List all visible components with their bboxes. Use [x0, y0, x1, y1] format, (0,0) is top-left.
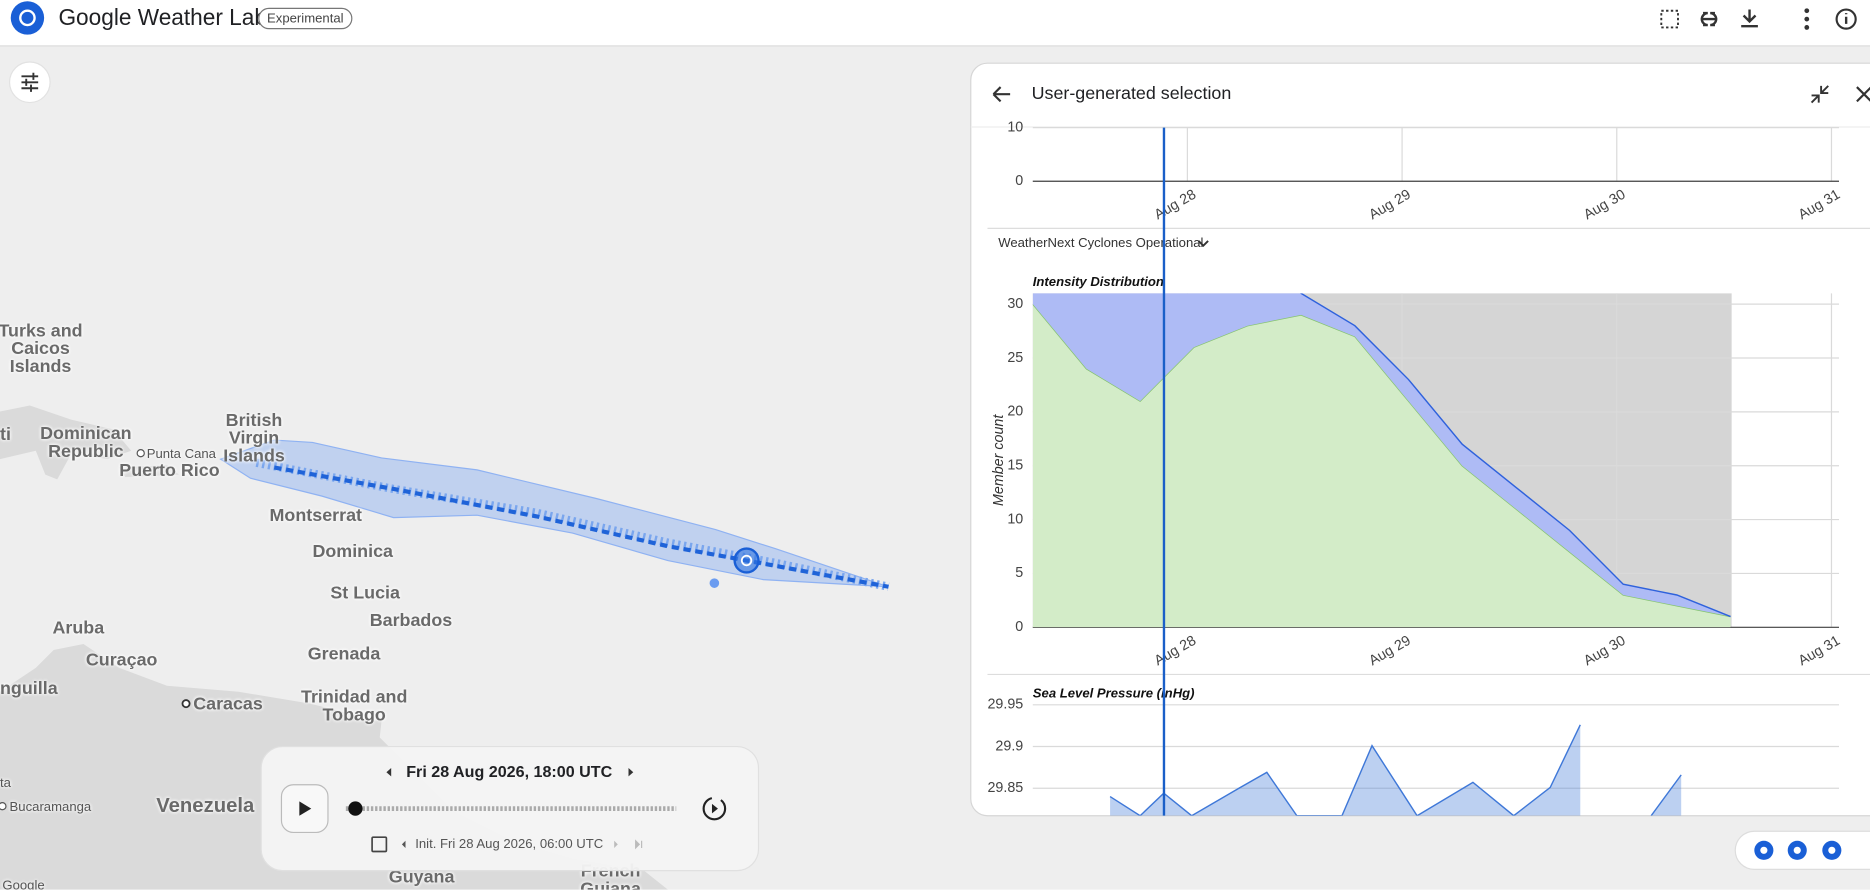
plot	[1109, 724, 1682, 816]
y-tick-label: 20	[1007, 404, 1023, 420]
y-tick-label: 25	[1007, 350, 1023, 366]
chart-title: Sea Level Pressure (inHg)	[1033, 686, 1195, 701]
link-button[interactable]	[1700, 11, 1718, 27]
map-label: Montserrat	[269, 505, 362, 526]
slider-knob[interactable]	[348, 801, 363, 816]
map-label: Dominica	[312, 541, 393, 562]
city-dot	[136, 449, 145, 458]
badge-text: Experimental	[267, 11, 344, 26]
y-tick-label: 0	[1015, 619, 1023, 635]
line	[1650, 774, 1682, 816]
panel-title: User-generated selection	[1032, 83, 1232, 103]
map-label: Barbados	[369, 610, 453, 631]
latest-init-button[interactable]	[635, 839, 643, 850]
map-label: ta	[0, 776, 11, 791]
line	[1109, 724, 1581, 816]
map-attribution: Google	[2, 878, 45, 890]
map-label: British Virgin Islands	[223, 410, 285, 467]
map-label: Caracas	[193, 694, 263, 715]
y-tick-label: 29.85	[987, 780, 1023, 796]
line-fill	[1110, 724, 1581, 816]
more-button[interactable]	[1804, 8, 1810, 30]
land	[119, 465, 179, 478]
logo-mark	[19, 9, 36, 27]
icon-dot	[1793, 846, 1801, 854]
map-label: Grenada	[307, 644, 381, 665]
next-time-button[interactable]	[628, 768, 634, 777]
map-label: Punta Cana	[146, 447, 216, 462]
y-axis-label: Member count	[991, 414, 1007, 506]
map-label: Puerto Rico	[119, 460, 220, 481]
map-label: Trinidad and Tobago	[301, 686, 408, 726]
back-button[interactable]	[992, 86, 1011, 103]
map-label: Bucaramanga	[9, 800, 92, 815]
y-tick-label: 0	[1015, 173, 1023, 189]
ensemble-tracks	[255, 458, 890, 591]
city-dot	[0, 802, 7, 811]
prev-init-button[interactable]	[401, 840, 406, 848]
play-icon	[299, 801, 312, 816]
y-tick-label: 29.95	[987, 697, 1023, 713]
track-point	[709, 578, 720, 588]
calendar-button[interactable]	[371, 836, 388, 853]
logo[interactable]	[10, 1, 45, 35]
next-init-button[interactable]	[614, 840, 618, 848]
cyclone-track	[273, 465, 889, 589]
dropdown-arrow	[1197, 240, 1209, 248]
info-button[interactable]	[1835, 8, 1857, 30]
map-label: Dominican Republic	[40, 423, 132, 462]
y-tick-label: 10	[1007, 511, 1023, 527]
close-button[interactable]	[1856, 86, 1870, 103]
map-label: nguilla	[0, 678, 58, 699]
cyclone-position[interactable]	[733, 547, 760, 574]
loop-button[interactable]	[702, 796, 727, 821]
current-time: Fri 28 Aug 2026, 18:00 UTC	[406, 763, 612, 781]
model-dropdown[interactable]: WeatherNext Cyclones Operational	[998, 235, 1203, 250]
download-button[interactable]	[1741, 9, 1758, 28]
map-label: Venezuela	[156, 794, 255, 817]
loop-icon	[711, 803, 718, 814]
icon-dot	[1760, 846, 1768, 854]
area	[1032, 304, 1731, 628]
map-label: Curaçao	[85, 649, 158, 671]
collapse-button[interactable]	[1810, 85, 1829, 104]
land	[0, 405, 132, 480]
map-label: Aruba	[52, 617, 105, 639]
prev-time-button[interactable]	[386, 768, 392, 777]
y-tick-label: 30	[1007, 296, 1023, 312]
city-dot	[181, 699, 191, 709]
layers-icon	[21, 72, 39, 92]
map-label: ti	[0, 424, 11, 445]
y-tick-label: 10	[1007, 119, 1023, 135]
y-tick-label: 15	[1007, 458, 1023, 474]
icon-dot	[1828, 846, 1836, 854]
map-label: Guyana	[388, 867, 455, 888]
app-title: Google Weather Lab	[58, 4, 267, 30]
area-line	[1032, 293, 1731, 618]
plot	[1032, 293, 1731, 628]
init-time: Init. Fri 28 Aug 2026, 06:00 UTC	[415, 836, 603, 851]
y-tick-label: 29.9	[995, 738, 1023, 754]
select-area-button[interactable]	[1660, 9, 1679, 29]
chart: 29.95 29.9 29.85 Sea Level Pressure (inHg)	[987, 686, 1839, 816]
map-label: Turks and Caicos Islands	[0, 320, 83, 377]
land	[353, 720, 382, 742]
badge	[258, 7, 353, 30]
chart-title: Intensity Distribution	[1033, 274, 1164, 289]
cyclone-position-ring	[740, 554, 753, 567]
map-label: St Lucia	[330, 583, 400, 604]
y-tick-label: 5	[1015, 565, 1023, 581]
